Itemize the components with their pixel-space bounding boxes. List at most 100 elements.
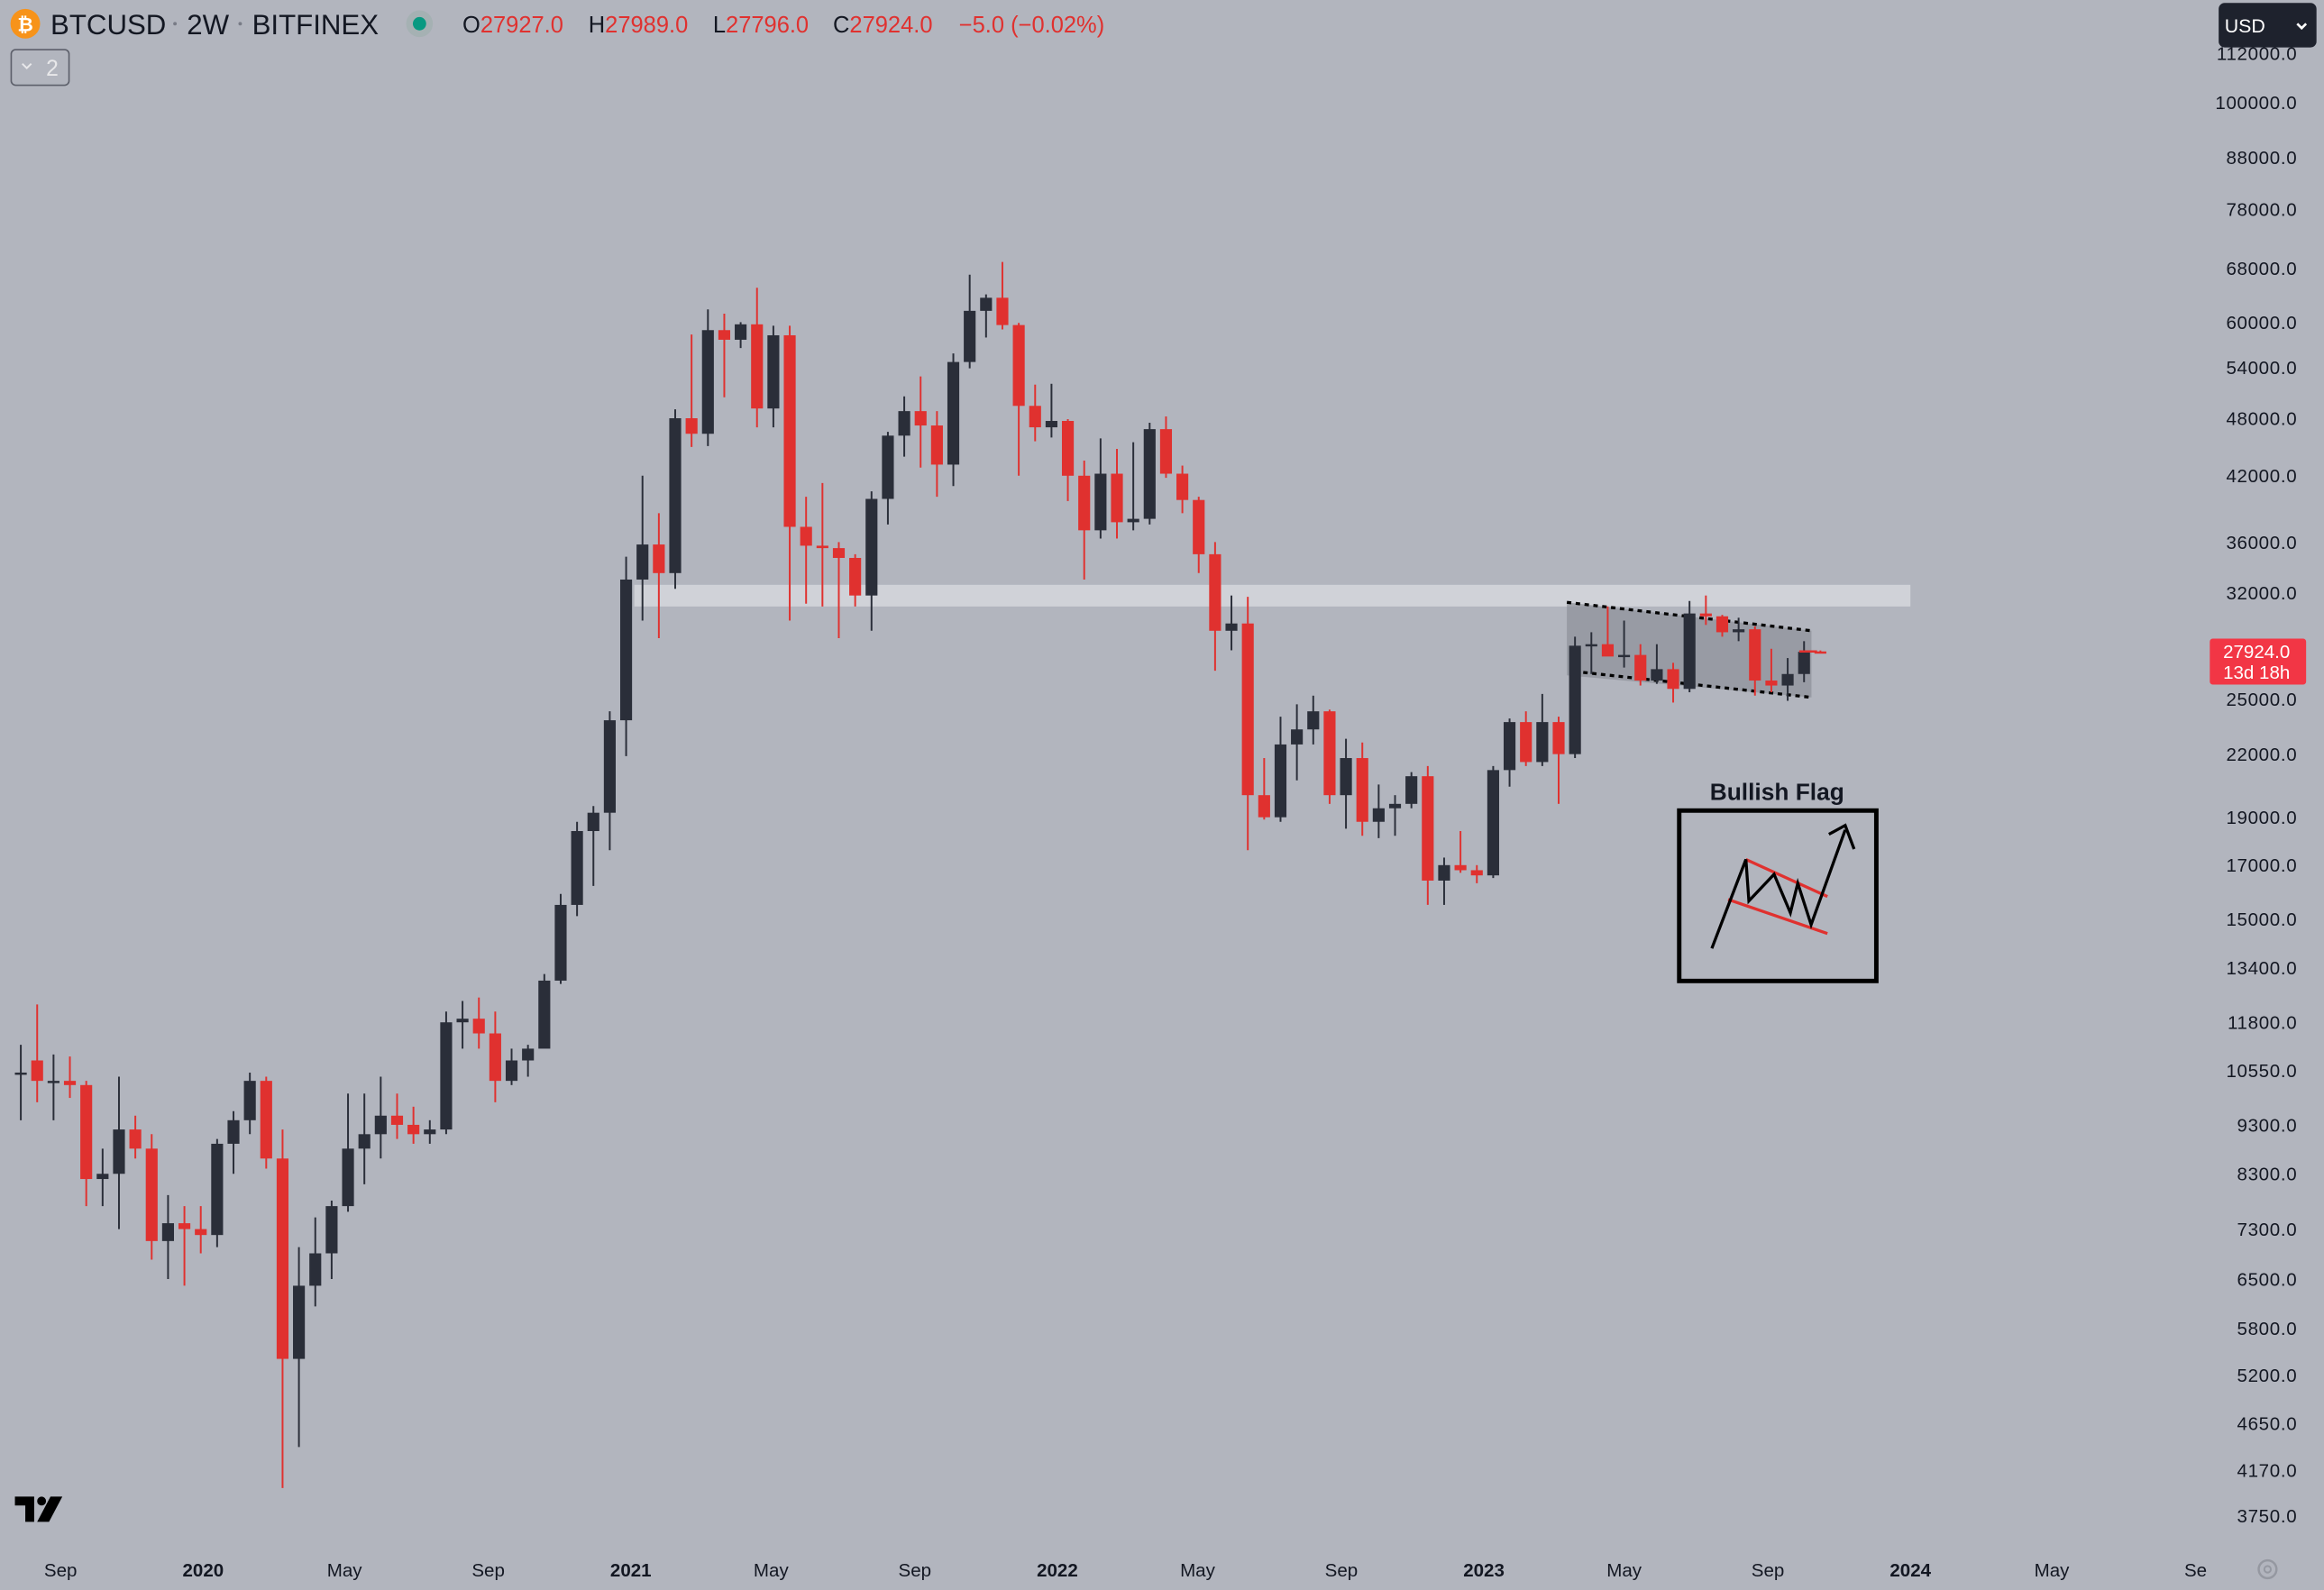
candle-body <box>1733 629 1745 633</box>
collapse-indicators-button[interactable]: 2 <box>10 49 70 87</box>
candle <box>603 711 616 851</box>
flag-lower-trendline[interactable] <box>1583 671 1812 699</box>
candle-body <box>325 1206 338 1254</box>
candle <box>1536 693 1549 766</box>
candle-body <box>1651 669 1663 681</box>
candle-body <box>1454 864 1467 871</box>
candle-body <box>1765 681 1778 686</box>
candle-body <box>964 310 976 362</box>
candle <box>669 409 682 589</box>
collapse-button-frame[interactable] <box>10 49 70 87</box>
candle-body <box>1012 324 1025 407</box>
candle-body <box>1388 803 1402 809</box>
chevron-down-icon <box>22 62 32 70</box>
candle <box>276 1129 289 1488</box>
candle-body <box>1699 613 1712 617</box>
interval: 2W <box>187 9 229 41</box>
candle-body <box>751 324 764 409</box>
candle <box>1585 632 1597 674</box>
candle-body <box>538 980 551 1049</box>
candle <box>1422 765 1434 905</box>
candle <box>914 376 927 468</box>
candle-body <box>816 545 828 549</box>
candle-body <box>865 498 878 596</box>
candle <box>178 1206 191 1286</box>
price-tick-label: 4650.0 <box>2237 1413 2298 1434</box>
candle <box>1274 717 1287 822</box>
time-tick-label: May <box>1180 1560 1216 1581</box>
time-tick-label: May <box>2035 1560 2071 1581</box>
support-zone <box>634 584 1911 607</box>
candle <box>898 396 910 457</box>
candle-body <box>260 1081 272 1159</box>
currency-label: USD <box>2225 15 2265 37</box>
candle-body <box>358 1134 371 1149</box>
candle <box>1159 416 1173 479</box>
settings-gear-icon[interactable] <box>2257 1558 2278 1580</box>
time-axis[interactable]: Sep 2020 May Sep 2021 May Sep 2022 May Sep 2023 May… <box>44 1560 2207 1581</box>
candle <box>816 482 828 607</box>
candle-body <box>1127 518 1139 523</box>
candle-body <box>31 1060 43 1082</box>
candle <box>227 1110 240 1174</box>
candle-body <box>276 1158 289 1359</box>
price-tick-label: 112000.0 <box>2217 44 2297 65</box>
candle <box>1356 742 1368 836</box>
candle <box>800 497 812 604</box>
time-tick-label: Se <box>2184 1560 2207 1581</box>
candle <box>1520 711 1533 766</box>
tradingview-logo[interactable] <box>14 1496 63 1522</box>
candle <box>1111 449 1123 539</box>
candle-body <box>669 418 682 573</box>
candle <box>243 1072 256 1135</box>
time-tick-label: Sep <box>1752 1560 1785 1581</box>
candle-body <box>1814 651 1826 654</box>
candle <box>1405 772 1418 809</box>
candle-body <box>1159 429 1173 474</box>
candle <box>1552 717 1565 804</box>
candle-body <box>619 579 633 721</box>
candle-body <box>1143 429 1156 519</box>
candle-body <box>636 544 649 580</box>
candle-body <box>882 435 894 499</box>
bullish-flag-annotation[interactable]: Bullish Flag <box>1677 779 1879 983</box>
candle <box>832 542 846 639</box>
candle <box>195 1206 207 1254</box>
candle <box>1078 461 1091 580</box>
candle <box>47 1054 59 1120</box>
symbol-name: BTCUSD <box>50 9 166 41</box>
candle <box>1143 423 1156 525</box>
candle <box>767 325 780 428</box>
candle-body <box>374 1115 387 1135</box>
candle-body <box>1569 645 1581 754</box>
candle <box>309 1217 322 1307</box>
price-tick-label: 15000.0 <box>2226 909 2297 930</box>
candle <box>538 973 551 1049</box>
candle <box>718 313 731 398</box>
candle-body <box>1307 711 1320 730</box>
candle-body <box>1667 669 1679 690</box>
market-status-icon[interactable] <box>412 16 426 31</box>
price-tick-label: 54000.0 <box>2226 358 2297 379</box>
candle-body <box>390 1115 404 1125</box>
candle <box>1323 709 1336 804</box>
price-tick-label: 13400.0 <box>2226 958 2297 979</box>
currency-dropdown-box[interactable] <box>2219 3 2317 48</box>
candle-body <box>1798 652 1810 674</box>
currency-dropdown[interactable]: USD <box>2219 3 2317 48</box>
candle-body <box>129 1129 142 1149</box>
time-tick-label: Sep <box>899 1560 932 1581</box>
candle <box>374 1076 387 1159</box>
symbol-legend[interactable]: ₿ BTCUSD 2W BITFINEX O27927.0 H27989.0 L… <box>10 9 1105 41</box>
flag-upper-trendline[interactable] <box>1566 600 1812 633</box>
candle-body <box>554 904 567 981</box>
candle-body <box>1111 473 1123 523</box>
candle <box>1814 650 1826 654</box>
price-tick-label: 17000.0 <box>2226 855 2297 876</box>
candle-body <box>227 1119 240 1144</box>
price-axis[interactable]: 112000.0 100000.0 88000.0 78000.0 68000.0 600… <box>2215 44 2297 1527</box>
candle <box>1061 419 1075 501</box>
candle-body <box>1438 864 1450 881</box>
